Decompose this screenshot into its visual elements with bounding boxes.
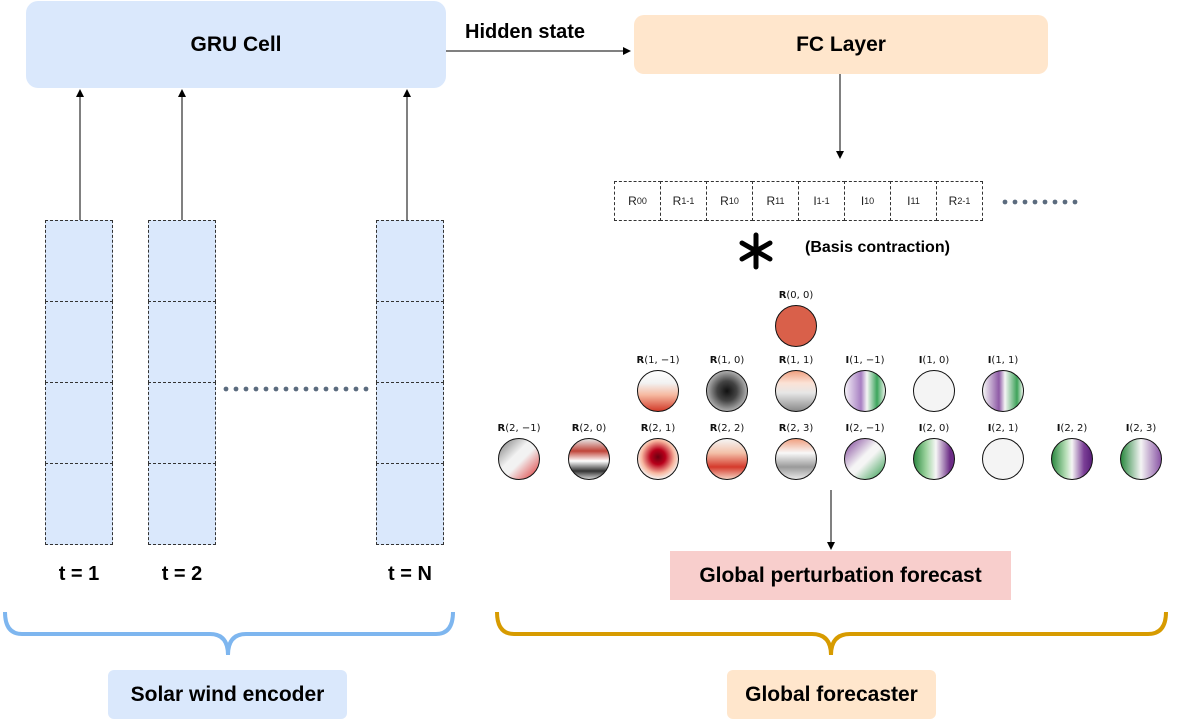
fc-layer: FC Layer bbox=[634, 15, 1048, 74]
solar-wind-encoder-label: Solar wind encoder bbox=[108, 670, 347, 719]
sphere-label: R(2, 2) bbox=[709, 423, 745, 434]
harmonic-sphere-i10 bbox=[913, 370, 955, 412]
harmonic-sphere-i20 bbox=[913, 438, 955, 480]
harmonic-sphere-r21 bbox=[637, 438, 679, 480]
coefficient-cell: R 1-1 bbox=[660, 181, 707, 221]
input-cell bbox=[376, 463, 444, 545]
harmonic-sphere-i21 bbox=[982, 438, 1024, 480]
sphere-label: R(2, 0) bbox=[571, 423, 607, 434]
harmonic-sphere-r1m1 bbox=[637, 370, 679, 412]
time-ellipsis-dots bbox=[223, 386, 369, 392]
input-cell bbox=[45, 382, 113, 464]
sphere-label: R(2, 1) bbox=[640, 423, 676, 434]
harmonic-sphere-r00 bbox=[775, 305, 817, 347]
harmonic-sphere-r23 bbox=[775, 438, 817, 480]
coefficient-vector: R 00 R 1-1 R 10 R 11 I 1-1 I 10 I 11 R 2-1 bbox=[614, 181, 983, 221]
global-perturbation-label: Global perturbation forecast bbox=[699, 563, 982, 587]
sphere-label: R(2, −1) bbox=[497, 423, 541, 434]
time-label-t2: t = 2 bbox=[161, 563, 203, 585]
input-cell bbox=[376, 220, 444, 302]
coefficient-cell: I 1-1 bbox=[798, 181, 845, 221]
encoder-brace bbox=[3, 611, 455, 656]
harmonic-sphere-r22 bbox=[706, 438, 748, 480]
input-cell bbox=[376, 382, 444, 464]
harmonic-sphere-r11 bbox=[775, 370, 817, 412]
coefficient-cell: R 10 bbox=[706, 181, 753, 221]
global-forecaster-label: Global forecaster bbox=[727, 670, 936, 719]
coefficient-cell: I 10 bbox=[844, 181, 891, 221]
gru-cell: GRU Cell bbox=[26, 1, 446, 88]
time-label-tN: t = N bbox=[388, 563, 432, 585]
sphere-label: R(2, 3) bbox=[778, 423, 814, 434]
input-cell bbox=[376, 301, 444, 383]
harmonic-sphere-i2m1 bbox=[844, 438, 886, 480]
input-column-t2 bbox=[148, 220, 216, 545]
coefficient-cell: R 2-1 bbox=[936, 181, 983, 221]
input-cell bbox=[45, 220, 113, 302]
sphere-label: I(1, −1) bbox=[845, 355, 885, 366]
asterisk-icon bbox=[739, 232, 773, 270]
sphere-label: I(2, 0) bbox=[918, 423, 950, 434]
harmonic-sphere-r20 bbox=[568, 438, 610, 480]
fc-layer-label: FC Layer bbox=[796, 32, 886, 56]
forecaster-brace bbox=[495, 611, 1168, 656]
coefficient-cell: I 11 bbox=[890, 181, 937, 221]
sphere-label: I(2, −1) bbox=[845, 423, 885, 434]
input-cell bbox=[148, 301, 216, 383]
input-cell bbox=[45, 301, 113, 383]
harmonic-sphere-i22 bbox=[1051, 438, 1093, 480]
solar-wind-encoder-text: Solar wind encoder bbox=[130, 682, 325, 706]
input-cell bbox=[148, 220, 216, 302]
time-label-t1: t = 1 bbox=[58, 563, 100, 585]
global-forecaster-text: Global forecaster bbox=[745, 682, 918, 706]
basis-contraction-label: (Basis contraction) bbox=[805, 239, 950, 256]
sphere-label: R(1, 0) bbox=[709, 355, 745, 366]
input-column-t1 bbox=[45, 220, 113, 545]
harmonic-sphere-i11 bbox=[982, 370, 1024, 412]
gru-cell-label: GRU Cell bbox=[190, 32, 282, 56]
input-column-tN bbox=[376, 220, 444, 545]
sphere-label: I(2, 3) bbox=[1125, 423, 1157, 434]
harmonic-sphere-i1m1 bbox=[844, 370, 886, 412]
input-cell bbox=[45, 463, 113, 545]
harmonic-sphere-r2m1 bbox=[498, 438, 540, 480]
coefficient-ellipsis-dots bbox=[1002, 199, 1078, 205]
hidden-state-label: Hidden state bbox=[465, 21, 586, 43]
harmonic-sphere-i23 bbox=[1120, 438, 1162, 480]
sphere-label: R(0, 0) bbox=[778, 290, 814, 301]
sphere-label: I(1, 1) bbox=[987, 355, 1019, 366]
coefficient-cell: R 11 bbox=[752, 181, 799, 221]
harmonic-sphere-r10 bbox=[706, 370, 748, 412]
sphere-label: I(2, 2) bbox=[1056, 423, 1088, 434]
input-cell bbox=[148, 463, 216, 545]
global-perturbation-forecast: Global perturbation forecast bbox=[670, 551, 1011, 600]
input-cell bbox=[148, 382, 216, 464]
sphere-label: R(1, −1) bbox=[636, 355, 680, 366]
coefficient-cell: R 00 bbox=[614, 181, 661, 221]
sphere-label: I(1, 0) bbox=[918, 355, 950, 366]
sphere-label: I(2, 1) bbox=[987, 423, 1019, 434]
sphere-label: R(1, 1) bbox=[778, 355, 814, 366]
